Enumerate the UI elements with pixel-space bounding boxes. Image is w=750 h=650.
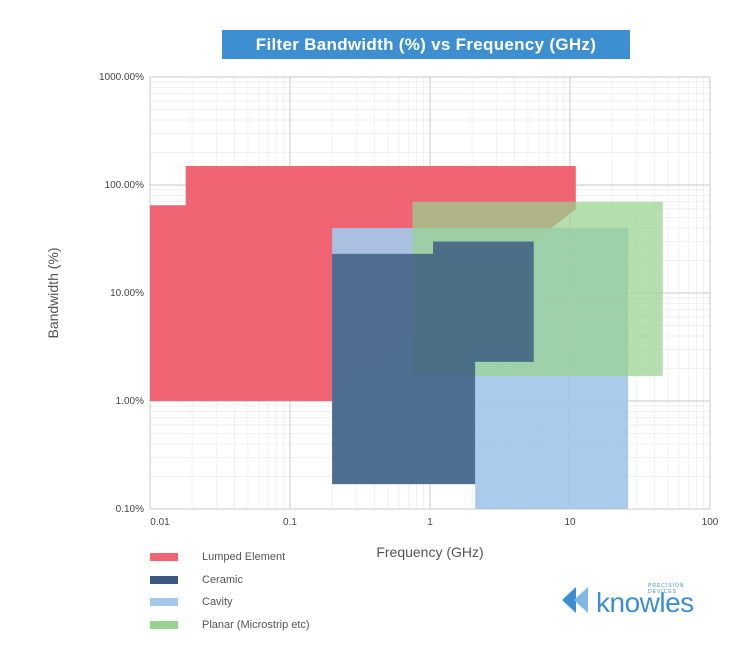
legend-swatch-ceramic [150, 575, 178, 584]
brand-tagline: PRECISION DEVICES [648, 583, 685, 595]
knowles-logo: knowles PRECISION DEVICES [560, 583, 715, 618]
legend-swatch-lumped-element [150, 553, 178, 561]
series-layer [150, 166, 663, 509]
legend-swatch-planar [150, 620, 178, 629]
x-tick-label: 0.1 [283, 517, 297, 528]
x-tick-label: 1 [427, 517, 433, 528]
x-tick-label: 0.01 [150, 517, 170, 528]
y-tick-label: 1.00% [116, 396, 144, 407]
brand-name: knowles [596, 587, 694, 618]
legend: Lumped Element Ceramic Cavity Planar (Mi… [150, 548, 310, 638]
y-tick-label: 10.00% [110, 288, 144, 299]
legend-label: Cavity [202, 596, 233, 608]
legend-swatch-cavity [150, 598, 178, 606]
legend-item-ceramic: Ceramic [150, 571, 310, 589]
knowles-logo-icon [562, 587, 588, 613]
series-area-ceramic [332, 241, 534, 485]
y-tick-label: 100.00% [105, 180, 145, 191]
legend-label: Lumped Element [202, 551, 286, 563]
y-axis-label: Bandwidth (%) [45, 247, 61, 338]
legend-item-planar: Planar (Microstrip etc) [150, 616, 310, 634]
legend-item-cavity: Cavity [150, 593, 310, 611]
y-tick-label: 1000.00% [99, 72, 144, 83]
legend-item-lumped-element: Lumped Element [150, 548, 310, 566]
legend-label: Planar (Microstrip etc) [202, 618, 310, 631]
x-tick-label: 100 [702, 517, 719, 528]
y-tick-label: 0.10% [116, 504, 144, 515]
tick-labels: 0.01 0.1 1 10 100 0.10% 1.00% 10.00% 100.00% 1000… [99, 72, 719, 528]
chart-title: Filter Bandwidth (%) vs Frequency (GHz) [222, 30, 630, 59]
legend-label: Ceramic [202, 573, 243, 586]
x-axis-label: Frequency (GHz) [376, 544, 483, 560]
x-tick-label: 10 [564, 517, 576, 528]
